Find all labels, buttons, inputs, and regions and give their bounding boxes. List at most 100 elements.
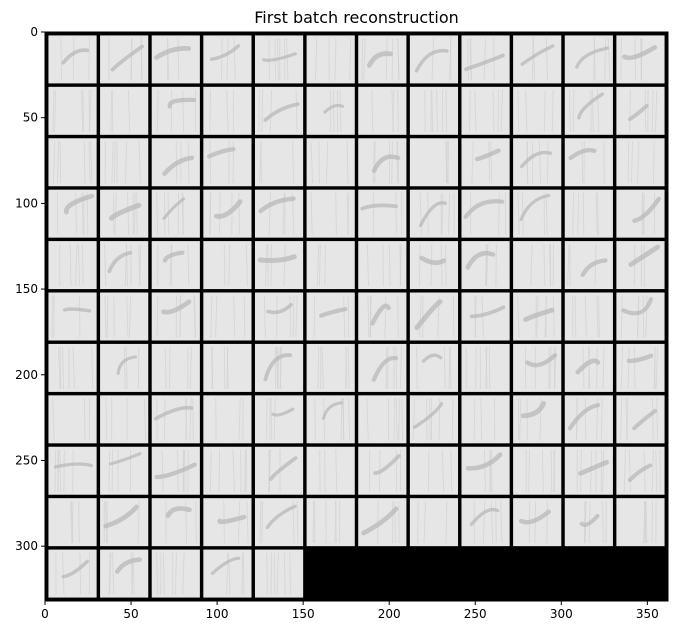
x-tick-label: 250 <box>464 607 487 621</box>
tile-stroke <box>580 258 608 278</box>
reconstruction-tile <box>409 292 459 341</box>
tile-texture <box>607 38 611 81</box>
tile-texture <box>475 346 477 389</box>
tile-texture <box>430 244 433 287</box>
x-tick-label: 50 <box>123 607 138 621</box>
tile-texture <box>268 449 271 492</box>
tile-texture <box>651 89 654 132</box>
reconstruction-tile <box>48 395 97 444</box>
reconstruction-tile <box>616 138 665 187</box>
tile-stroke <box>153 405 194 421</box>
reconstruction-tile <box>306 343 355 392</box>
tile-texture <box>167 38 170 81</box>
tile-image <box>100 498 149 547</box>
tile-texture <box>133 192 136 235</box>
tile-texture <box>656 398 658 441</box>
tile-texture <box>469 89 471 132</box>
tile-texture <box>177 38 180 81</box>
tile-stroke <box>520 44 555 66</box>
reconstruction-tile <box>409 138 459 187</box>
reconstruction-tile <box>48 446 97 495</box>
tile-image <box>151 35 200 84</box>
tile-texture <box>318 244 321 287</box>
tile-texture <box>577 192 580 235</box>
tile-stroke <box>210 556 241 575</box>
tile-stroke <box>523 307 555 323</box>
tile-texture <box>443 346 446 389</box>
tile-stroke <box>519 193 551 222</box>
tile-texture <box>431 89 434 132</box>
tile-texture <box>363 38 366 81</box>
tile-texture <box>108 552 111 595</box>
y-tick-label: 50 <box>23 111 38 125</box>
tile-texture <box>136 192 138 235</box>
tile-texture <box>645 501 648 544</box>
reconstruction-tile <box>306 395 355 444</box>
tile-image <box>513 86 562 135</box>
tile-texture <box>82 244 84 287</box>
tile-image <box>306 35 355 84</box>
tile-texture <box>264 244 268 287</box>
tile-texture <box>83 141 86 184</box>
tile-texture <box>324 244 326 287</box>
tile-stroke <box>414 299 443 331</box>
tile-texture <box>105 501 108 544</box>
tile-stroke <box>269 456 298 481</box>
tile-stroke <box>622 45 658 61</box>
reconstruction-tile <box>151 138 200 187</box>
tile-stroke <box>271 407 295 417</box>
tile-texture <box>429 398 431 441</box>
reconstruction-tile <box>513 138 562 187</box>
tile-stroke <box>61 559 89 579</box>
tile-texture <box>417 501 419 544</box>
tile-texture <box>397 295 399 338</box>
tile-texture <box>596 295 599 338</box>
tile-texture <box>543 192 546 235</box>
tile-image <box>616 498 665 547</box>
reconstruction-tile <box>358 343 407 392</box>
tile-stroke <box>464 53 505 72</box>
reconstruction-tile <box>409 86 459 135</box>
tile-texture <box>445 141 448 184</box>
tile-texture <box>525 89 528 132</box>
tile-stroke <box>520 400 547 419</box>
reconstruction-tile <box>513 343 562 392</box>
image-background <box>45 32 668 601</box>
tile-texture <box>483 38 487 81</box>
y-tick-label: 150 <box>15 282 38 296</box>
tile-stroke <box>621 297 654 316</box>
tile-texture <box>517 192 520 235</box>
tile-image <box>409 292 459 341</box>
tile-texture <box>347 192 350 235</box>
tile-texture <box>162 552 165 595</box>
tile-texture <box>412 398 415 441</box>
tile-stroke <box>370 303 391 326</box>
reconstruction-tile <box>100 498 149 547</box>
tile-image <box>409 241 459 290</box>
tile-texture <box>292 141 295 184</box>
tile-texture <box>211 346 214 389</box>
tile-texture <box>57 141 60 184</box>
tile-texture <box>340 398 343 441</box>
reconstruction-tile <box>513 189 562 238</box>
tile-stroke <box>265 504 297 530</box>
tile-texture <box>124 141 128 184</box>
tile-stroke <box>575 358 601 375</box>
tile-texture <box>60 38 63 81</box>
tile-texture <box>399 346 403 389</box>
tile-texture <box>52 398 55 441</box>
reconstruction-tile <box>306 138 355 187</box>
reconstruction-tile <box>203 395 252 444</box>
reconstruction-tile <box>358 292 407 341</box>
tile-texture <box>226 552 229 595</box>
tile-image <box>306 189 355 238</box>
tile-texture <box>78 501 80 544</box>
tile-texture <box>620 295 623 338</box>
tile-texture <box>448 346 451 389</box>
reconstruction-tile <box>254 446 304 495</box>
reconstruction-tile <box>564 395 613 444</box>
tile-texture <box>659 449 661 492</box>
tile-texture <box>286 38 289 81</box>
tile-image <box>254 395 304 444</box>
tile-stroke <box>469 305 506 319</box>
